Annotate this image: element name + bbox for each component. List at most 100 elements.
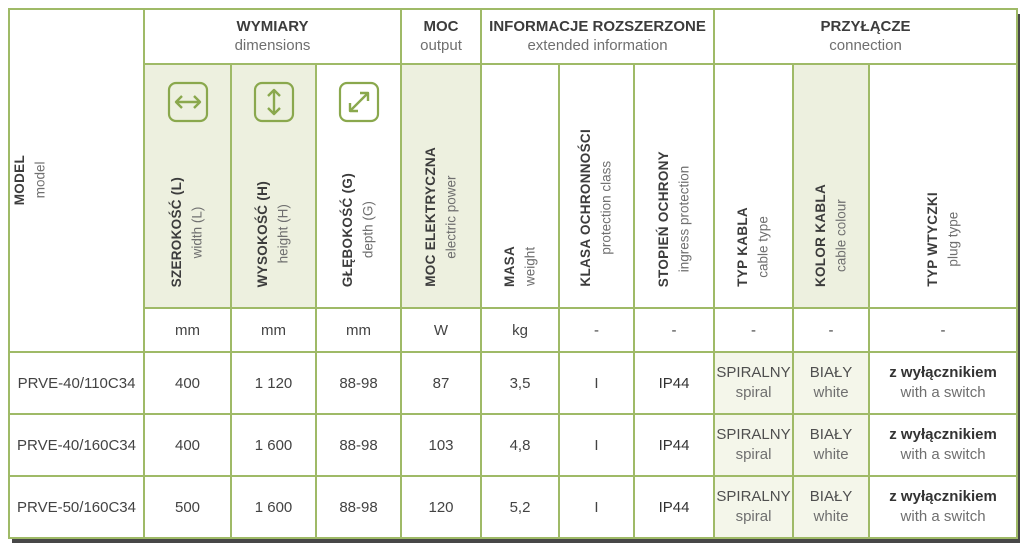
cable-colour-value: BIAŁY white (792, 351, 871, 415)
cable-colour-header-en: cable colour (833, 199, 849, 272)
column-header-depth: GŁĘBOKOŚĆ (G) depth (G) (314, 63, 403, 309)
width-header-pl: SZEROKOŚĆ (L) (169, 176, 185, 287)
plug-type-en: with a switch (900, 508, 986, 525)
plug-type-pl: z wyłącznikiem (889, 425, 997, 443)
column-header-ingress-protection: STOPIEŃ OCHRONY ingress protection (633, 63, 716, 309)
cable-type-value: SPIRALNY spiral (713, 351, 795, 415)
column-header-cable-type: TYP KABLA cable type (713, 63, 795, 309)
model-header-pl: MODEL (12, 155, 27, 206)
cable-type-value: SPIRALNY spiral (713, 413, 795, 477)
unit-cable-type: - (713, 307, 795, 353)
weight-header-en: weight (522, 247, 538, 287)
electric-power-header-en: electric power (443, 175, 459, 259)
protection-class-value: I (558, 475, 636, 539)
weight-value: 5,2 (480, 475, 561, 539)
model-column-header: MODEL model (8, 8, 145, 353)
cable-colour-value: BIAŁY white (792, 413, 871, 477)
column-header-height: WYSOKOŚĆ (H) height (H) (230, 63, 317, 309)
group-extended-info-pl: INFORMACJE ROZSZERZONE (489, 17, 706, 35)
column-header-electric-power: MOC ELEKTRYCZNA electric power (400, 63, 483, 309)
width-header-label: SZEROKOŚĆ (L) width (L) (167, 177, 208, 287)
plug-type-header-pl: TYP WTYCZKI (924, 192, 940, 287)
height-header-pl: WYSOKOŚĆ (H) (255, 180, 271, 287)
unit-weight: kg (480, 307, 561, 353)
cable-colour-value: BIAŁY white (792, 475, 871, 539)
width-value: 400 (143, 413, 232, 477)
column-header-weight: MASA weight (480, 63, 561, 309)
cable-colour-pl: BIAŁY (809, 363, 853, 381)
depth-value: 88-98 (314, 413, 403, 477)
group-extended-info-en: extended information (527, 36, 668, 54)
product-spec-table: MODEL model WYMIARY dimensions MOC outpu… (8, 8, 1019, 539)
plug-type-header-label: TYP WTYCZKI plug type (923, 192, 964, 287)
column-header-cable-colour: KOLOR KABLA cable colour (792, 63, 871, 309)
weight-header-pl: MASA (501, 246, 517, 287)
table-row: PRVE-40/160C34 400 1 600 88-98 103 4,8 I… (8, 413, 1019, 477)
group-dimensions-en: dimensions (234, 36, 311, 54)
depth-header-label: GŁĘBOKOŚĆ (G) depth (G) (338, 173, 379, 287)
cable-type-pl: SPIRALNY (716, 487, 791, 505)
cable-type-en: spiral (735, 508, 772, 525)
width-header-en: width (L) (189, 205, 205, 258)
group-header-row: MODEL model WYMIARY dimensions MOC outpu… (8, 8, 1019, 353)
product-spec-table-wrapper: MODEL model WYMIARY dimensions MOC outpu… (8, 8, 1019, 539)
depth-value: 88-98 (314, 475, 403, 539)
cable-type-pl: SPIRALNY (716, 363, 791, 381)
cable-colour-header-pl: KOLOR KABLA (812, 183, 828, 287)
power-value: 103 (400, 413, 483, 477)
unit-ingress-protection: - (633, 307, 716, 353)
cable-colour-en: white (813, 384, 849, 401)
model-header-label: MODEL model (11, 155, 51, 206)
ingress-protection-header-pl: STOPIEŃ OCHRONY (655, 150, 671, 287)
unit-protection-class: - (558, 307, 636, 353)
electric-power-header-pl: MOC ELEKTRYCZNA (422, 147, 438, 287)
plug-type-pl: z wyłącznikiem (889, 487, 997, 505)
plug-type-value: z wyłącznikiem with a switch (868, 413, 1019, 477)
protection-class-value: I (558, 413, 636, 477)
cable-type-header-en: cable type (755, 216, 771, 278)
height-header-en: height (H) (275, 204, 291, 264)
model-value: PRVE-40/160C34 (8, 413, 145, 477)
unit-depth: mm (314, 307, 403, 353)
protection-class-header-label: KLASA OCHRONNOŚCI protection class (576, 129, 617, 287)
ingress-protection-value: IP44 (633, 413, 716, 477)
protection-class-header-pl: KLASA OCHRONNOŚCI (578, 129, 594, 287)
column-header-row: SZEROKOŚĆ (L) width (L) WYSOKOŚĆ (H) (9, 63, 1019, 309)
plug-type-pl: z wyłącznikiem (889, 363, 997, 381)
width-value: 400 (143, 351, 232, 415)
diagonal-double-arrow-icon (337, 80, 381, 124)
height-value: 1 600 (230, 475, 317, 539)
cable-colour-en: white (813, 446, 849, 463)
weight-value: 3,5 (480, 351, 561, 415)
cable-colour-header-label: KOLOR KABLA cable colour (811, 184, 852, 287)
ingress-protection-header-en: ingress protection (676, 165, 692, 273)
table-row: PRVE-40/110C34 400 1 120 88-98 87 3,5 I … (8, 351, 1019, 415)
plug-type-value: z wyłącznikiem with a switch (868, 351, 1019, 415)
plug-type-header-en: plug type (945, 212, 961, 268)
plug-type-en: with a switch (900, 384, 986, 401)
group-output-en: output (420, 36, 462, 54)
group-header-dimensions: WYMIARY dimensions (142, 8, 403, 65)
power-value: 120 (400, 475, 483, 539)
plug-type-value: z wyłącznikiem with a switch (868, 475, 1019, 539)
height-value: 1 120 (230, 351, 317, 415)
ingress-protection-value: IP44 (633, 475, 716, 539)
cable-colour-pl: BIAŁY (809, 487, 853, 505)
group-connection-en: connection (829, 36, 902, 54)
cable-type-en: spiral (735, 384, 772, 401)
column-header-plug-type: TYP WTYCZKI plug type (868, 63, 1019, 309)
model-value: PRVE-40/110C34 (8, 351, 145, 415)
cable-type-pl: SPIRALNY (716, 425, 791, 443)
protection-class-value: I (558, 351, 636, 415)
cable-type-header-label: TYP KABLA cable type (733, 207, 774, 287)
group-header-extended-info: INFORMACJE ROZSZERZONE extended informat… (480, 8, 716, 65)
depth-header-en: depth (G) (360, 201, 376, 259)
group-connection-pl: PRZYŁĄCZE (820, 17, 911, 35)
depth-value: 88-98 (314, 351, 403, 415)
unit-plug-type: - (868, 307, 1019, 353)
column-header-width: SZEROKOŚĆ (L) width (L) (143, 63, 232, 309)
protection-class-header-en: protection class (598, 161, 614, 256)
height-header-label: WYSOKOŚĆ (H) height (H) (253, 181, 294, 287)
units-row: mm mm mm W kg - - - - - (9, 307, 1019, 353)
group-dimensions-pl: WYMIARY (236, 17, 309, 35)
